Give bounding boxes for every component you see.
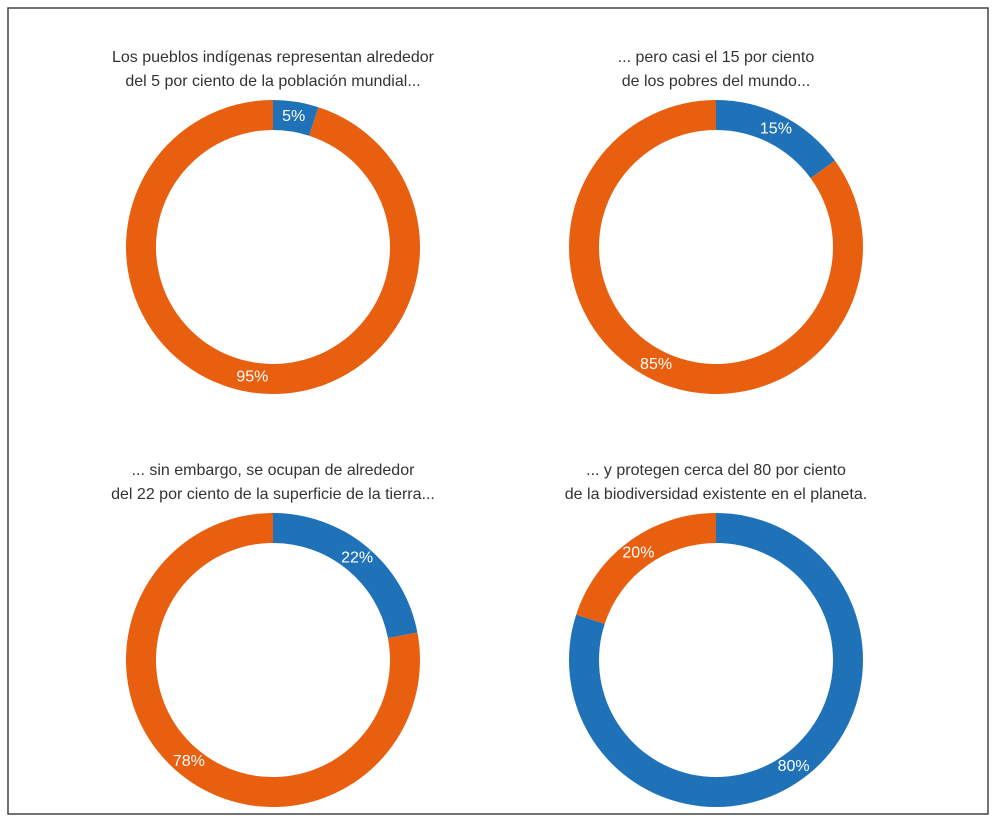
value-label: 78% [173,753,205,770]
value-label: 15% [760,121,792,138]
value-label: 85% [640,356,672,373]
chart-title: ... sin embargo, se ocupan de alrededor [132,462,416,479]
chart-title: ... pero casi el 15 por ciento [618,49,815,66]
chart-title: de los pobres del mundo... [622,73,811,90]
value-label: 20% [622,544,654,561]
value-label: 22% [341,550,373,567]
chart-title: del 22 por ciento de la superficie de la… [111,486,435,503]
chart-title: Los pueblos indígenas representan alrede… [112,49,435,66]
donut-segment [273,100,319,136]
value-label: 5% [282,108,305,125]
chart-title: del 5 por ciento de la población mundial… [125,73,420,90]
value-label: 80% [778,758,810,775]
frame [7,7,989,815]
value-label: 95% [236,369,268,386]
donut-segment [273,513,418,639]
donut-segment [716,100,835,179]
chart-title: de la biodiversidad existente en el plan… [565,486,867,503]
chart-title: ... y protegen cerca del 80 por ciento [586,462,846,479]
donut-segment [576,513,716,624]
donut-segment [125,100,420,394]
